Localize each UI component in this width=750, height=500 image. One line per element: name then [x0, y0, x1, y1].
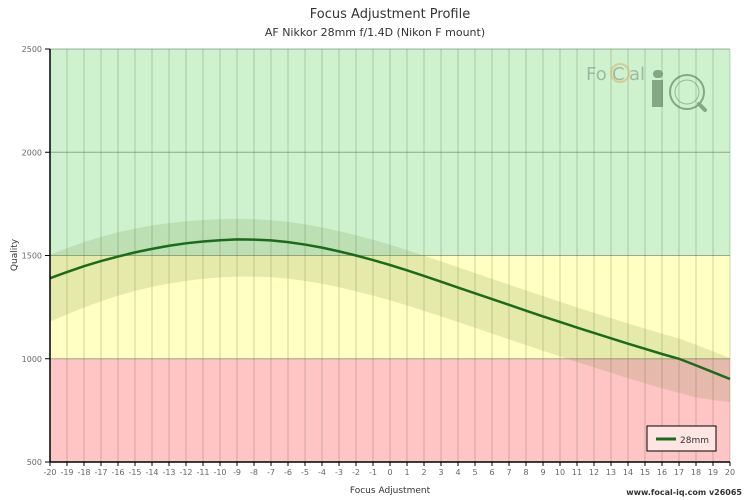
series-line-28mm: [49, 238, 731, 381]
x-tick-label: 5: [472, 468, 477, 477]
x-tick-label: -7: [267, 468, 275, 477]
x-tick-label: 17: [674, 468, 684, 477]
y-tick-label: 500: [27, 458, 42, 467]
x-tick-label: 9: [540, 468, 545, 477]
confidence-band: [50, 218, 730, 403]
legend[interactable]: 28mm: [646, 425, 717, 452]
y-tick-label: 1000: [22, 355, 42, 364]
y-tick-label: 1500: [22, 252, 42, 261]
x-tick-label: -16: [111, 468, 124, 477]
x-tick-label: 4: [455, 468, 460, 477]
quality-zones: [50, 49, 730, 462]
focal-iq-logo: Fo C al: [586, 63, 707, 112]
x-tick-label: 3: [438, 468, 443, 477]
x-tick-label: 0: [387, 468, 392, 477]
x-tick-label: 6: [489, 468, 494, 477]
x-tick-label: -11: [196, 468, 209, 477]
x-tick-label: -1: [369, 468, 377, 477]
x-tick-label: 19: [708, 468, 718, 477]
magnifier-icon: [669, 74, 705, 110]
x-tick-label: 18: [691, 468, 701, 477]
legend-label-28mm[interactable]: 28mm: [680, 436, 709, 446]
x-tick-label: -9: [233, 468, 241, 477]
logo-text-al: al: [629, 64, 645, 85]
x-tick-label: -14: [145, 468, 158, 477]
x-tick-label: -20: [43, 468, 56, 477]
x-tick-label: -15: [128, 468, 141, 477]
x-tick-label: 15: [640, 468, 650, 477]
x-tick-label: 14: [623, 468, 633, 477]
x-tick-label: 1: [404, 468, 409, 477]
x-tick-label: 16: [657, 468, 667, 477]
x-tick-label: -2: [352, 468, 360, 477]
logo-text-fo: Fo: [586, 64, 607, 85]
y-tick-label: 2000: [22, 148, 42, 157]
logo-text-c: C: [612, 64, 625, 85]
x-tick-label: -3: [335, 468, 343, 477]
x-tick-label: 10: [555, 468, 565, 477]
x-tick-label: 20: [725, 468, 735, 477]
x-tick-label: 13: [606, 468, 616, 477]
magnifier-handle-icon: [697, 102, 707, 112]
footer-watermark: www.focal-iq.com v26065: [626, 488, 742, 497]
x-tick-label: 12: [589, 468, 599, 477]
x-tick-label: -17: [94, 468, 107, 477]
x-tick-label: -10: [213, 468, 226, 477]
logo-c-ring-icon: [610, 63, 630, 83]
y-tick-label: 2500: [22, 45, 42, 54]
x-tick-label: -4: [318, 468, 326, 477]
chart-title: Focus Adjustment Profile: [309, 7, 471, 22]
y-axis-title: Quality: [10, 238, 20, 271]
vertical-gridlines: [66, 49, 731, 462]
x-tick-label: 11: [572, 468, 582, 477]
y-axis-ticks: 500 1000 1500 2000 2500: [22, 45, 50, 467]
zone-good: [50, 49, 730, 256]
x-tick-label: -12: [179, 468, 192, 477]
x-axis-title: Focus Adjustment: [350, 486, 431, 496]
logo-i-stem-icon: [652, 80, 663, 107]
x-axis-ticks: -20 -19 -18 -17 -16 -15 -14 -13 -12 -11 -10 -9 -8 -7-…: [43, 462, 735, 477]
x-tick-label: 7: [506, 468, 511, 477]
aperture-icon: [674, 79, 700, 105]
x-tick-label: 8: [523, 468, 528, 477]
zone-bad: [50, 358, 730, 462]
horizontal-gridlines: [50, 48, 730, 360]
chart-subtitle: AF Nikkor 28mm f/1.4D (Nikon F mount): [264, 26, 486, 39]
x-tick-label: -6: [284, 468, 292, 477]
x-tick-label: -18: [77, 468, 90, 477]
zone-ok: [50, 255, 730, 359]
logo-i-dot-icon: [653, 70, 663, 78]
x-tick-label: 2: [421, 468, 426, 477]
x-tick-label: -5: [301, 468, 309, 477]
x-tick-label: -8: [250, 468, 258, 477]
x-tick-label: -19: [60, 468, 73, 477]
x-tick-label: -13: [162, 468, 175, 477]
